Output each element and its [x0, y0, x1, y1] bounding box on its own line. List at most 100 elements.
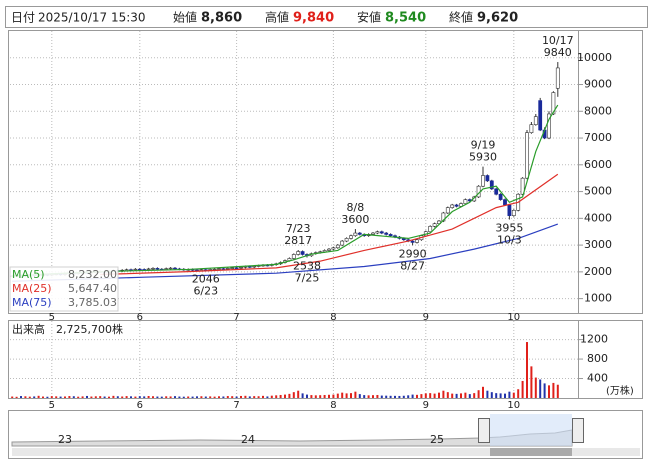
candle-body	[555, 67, 560, 89]
y-tick-label: 3000	[584, 238, 612, 251]
volume-bar	[517, 389, 520, 398]
volume-total: 2,725,700株	[56, 322, 123, 336]
volume-bar	[77, 396, 80, 398]
navigator-year: 23	[58, 433, 72, 446]
ma-line	[100, 173, 559, 276]
volume-bar	[262, 395, 264, 398]
volume-bar	[46, 396, 49, 398]
candle-body	[296, 251, 301, 255]
volume-bar	[138, 396, 141, 398]
volume-bar	[292, 392, 295, 398]
volume-bar	[156, 396, 159, 398]
volume-bar	[539, 379, 542, 398]
x-tick-label: 8	[330, 400, 336, 411]
candle-body	[538, 100, 543, 131]
x-tick-label: 6	[137, 400, 143, 411]
annotation-value: 2538	[293, 259, 321, 272]
volume-bar	[442, 390, 445, 398]
volume-bar	[169, 396, 172, 398]
annotation-date: 7/25	[295, 271, 320, 284]
volume-bar	[345, 393, 348, 398]
annotation-value: 2990	[399, 247, 427, 260]
volume-bar	[380, 395, 383, 398]
volume-bar	[90, 396, 93, 398]
candle-body	[357, 232, 362, 235]
candle-body	[173, 267, 177, 270]
volume-bar	[231, 396, 234, 398]
volume-bar	[174, 396, 176, 398]
volume-bar	[130, 396, 132, 398]
candle-body	[146, 268, 151, 271]
volume-bar	[508, 391, 511, 398]
candle-body	[371, 232, 375, 235]
volume-bar	[59, 396, 62, 398]
x-tick-label: 5	[49, 400, 55, 411]
volume-bar	[116, 396, 119, 398]
x-tick-label: 7	[233, 400, 239, 411]
volume-bar	[103, 396, 106, 398]
x-tick-label: 6	[137, 312, 143, 323]
x-tick-label: 9	[423, 400, 429, 411]
volume-bar	[257, 396, 260, 398]
volume-bar	[288, 393, 291, 398]
volume-bar	[534, 377, 537, 398]
volume-bar	[112, 395, 115, 398]
candle-body	[485, 175, 490, 182]
candle-body	[551, 92, 556, 115]
y-tick-label: 1200	[580, 333, 608, 346]
candle-body	[454, 204, 459, 207]
volume-bar	[526, 342, 528, 398]
volume-bar	[372, 395, 374, 398]
annotation-value: 2817	[284, 234, 312, 247]
navigator-handle-right[interactable]	[572, 418, 584, 443]
volume-bar	[306, 394, 308, 398]
volume-bar	[191, 396, 194, 398]
candle-body	[503, 199, 507, 206]
y-tick-label: 800	[587, 352, 608, 365]
y-tick-label: 8000	[584, 104, 612, 117]
volume-bar	[358, 394, 361, 398]
y-tick-label: 2000	[584, 265, 612, 278]
annotation-date: 6/23	[193, 285, 218, 298]
scrollbar-thumb[interactable]	[490, 448, 572, 456]
volume-bar	[490, 392, 493, 398]
close-label: 終値	[449, 10, 473, 25]
y-tick-label: 400	[587, 372, 608, 385]
volume-bar	[147, 396, 150, 398]
ma-line	[12, 223, 559, 282]
volume-bar	[55, 396, 58, 398]
volume-bar	[402, 395, 405, 398]
navigator-selection[interactable]	[490, 414, 572, 446]
candle-body	[375, 231, 380, 234]
scrollbar[interactable]	[12, 448, 640, 456]
candle-body	[239, 267, 243, 269]
volume-unit: (万株)	[606, 384, 634, 397]
volume-bar	[240, 395, 242, 398]
candle-body	[494, 188, 499, 195]
legend-value: 5,647.40	[68, 282, 117, 295]
candle-body	[511, 210, 516, 216]
volume-bar	[160, 396, 163, 398]
legend-box	[9, 266, 119, 312]
x-tick-label: 8	[330, 312, 336, 323]
volume-bar	[473, 393, 476, 398]
candle-body	[155, 268, 160, 270]
volume-bar	[363, 395, 366, 398]
price-panel	[8, 30, 643, 314]
volume-bar	[530, 366, 533, 398]
volume-bar	[455, 393, 458, 398]
legend-name: MA(75)	[12, 296, 52, 309]
candle-body	[344, 238, 349, 242]
volume-bar	[354, 391, 357, 398]
volume-bar	[266, 396, 269, 398]
volume-bar	[319, 395, 322, 398]
volume-bar	[446, 392, 449, 398]
volume-bar	[341, 392, 344, 398]
navigator-handle-left[interactable]	[478, 418, 490, 443]
ma-line	[12, 104, 559, 277]
candle-body	[234, 267, 239, 269]
volume-bar	[451, 393, 454, 398]
volume-bar	[86, 395, 88, 398]
volume-bar	[394, 395, 396, 398]
